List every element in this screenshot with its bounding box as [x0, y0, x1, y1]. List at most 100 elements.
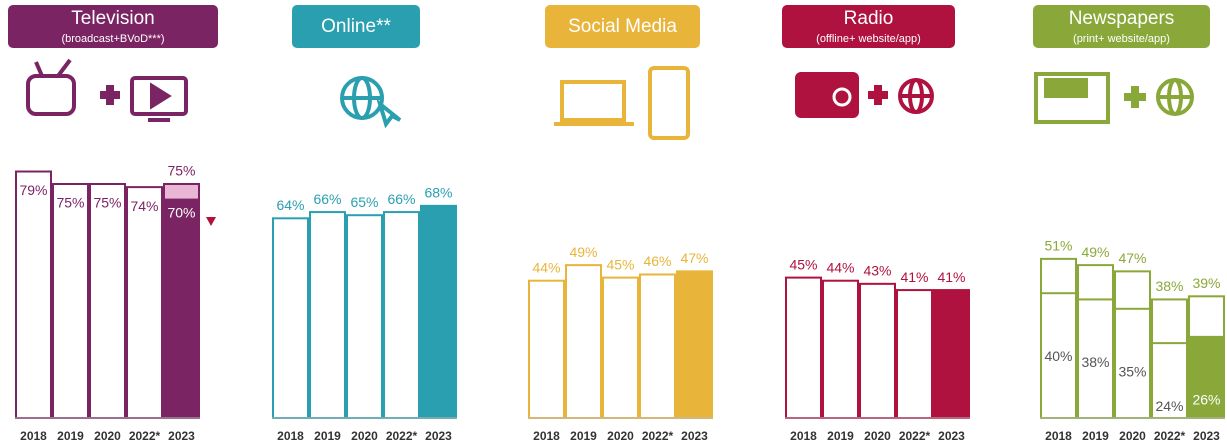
sub-value-label: 35%: [1118, 364, 1146, 380]
value-label: 74%: [130, 198, 158, 214]
value-label: 51%: [1044, 238, 1072, 254]
value-label: 43%: [863, 263, 891, 279]
bar: [383, 211, 420, 419]
header-box: [292, 5, 420, 48]
sub-value-label: 40%: [1044, 348, 1072, 364]
value-label: 44%: [532, 259, 560, 275]
x-tick-label: 2023: [938, 429, 965, 443]
icons: [26, 58, 1194, 226]
header-title: Social Media: [568, 16, 677, 37]
bar: [1114, 270, 1151, 419]
bar: [89, 183, 126, 419]
x-tick-label: 2023: [1193, 429, 1220, 443]
value-label: 45%: [606, 256, 634, 272]
x-tick-label: 2022*: [386, 429, 418, 443]
header-box: [545, 5, 700, 48]
bar: [822, 279, 859, 419]
radio-icon: [795, 72, 934, 118]
sub-value-label: 24%: [1155, 398, 1183, 414]
header-subtitle: (print+ website/app): [1073, 33, 1170, 45]
value-label: 66%: [387, 191, 415, 207]
bar: [1040, 257, 1077, 419]
bar: [420, 204, 457, 419]
value-label: 41%: [900, 269, 928, 285]
bar: [639, 273, 676, 420]
x-tick-label: 2019: [570, 429, 597, 443]
x-tick-label: 2018: [277, 429, 304, 443]
bar: [1077, 264, 1114, 419]
sub-value-label: 70%: [167, 204, 195, 220]
x-tick-label: 2019: [827, 429, 854, 443]
bar: [933, 289, 970, 419]
value-label: 49%: [569, 244, 597, 260]
header-title: Radio: [844, 8, 894, 29]
value-label: 75%: [56, 195, 84, 211]
header-subtitle: (broadcast+BVoD***): [61, 33, 164, 45]
x-tick-label: 2020: [94, 429, 121, 443]
value-label: 68%: [424, 185, 452, 201]
bar: [859, 282, 896, 419]
header-subtitle: (offline+ website/app): [816, 33, 921, 45]
value-label: 45%: [789, 256, 817, 272]
bar: [528, 279, 565, 419]
value-label: 38%: [1155, 278, 1183, 294]
bar: [565, 264, 602, 419]
x-tick-label: 2023: [681, 429, 708, 443]
bar: [272, 217, 309, 419]
x-tick-label: 2019: [57, 429, 84, 443]
x-tick-label: 2018: [533, 429, 560, 443]
sub-value-label: 26%: [1192, 392, 1220, 408]
x-tick-label: 2019: [1082, 429, 1109, 443]
value-label: 79%: [19, 182, 47, 198]
bar: [346, 214, 383, 419]
header-box: [782, 5, 955, 48]
header-box: [8, 5, 218, 48]
x-tick-label: 2022*: [899, 429, 931, 443]
value-label: 39%: [1192, 275, 1220, 291]
value-label: 49%: [1081, 244, 1109, 260]
tv-icon: [26, 58, 188, 122]
value-label: 65%: [350, 194, 378, 210]
value-label: 47%: [680, 250, 708, 266]
sub-value-label: 38%: [1081, 354, 1109, 370]
value-label: 64%: [276, 197, 304, 213]
value-label: 66%: [313, 191, 341, 207]
value-label: 41%: [937, 269, 965, 285]
x-tick-label: 2018: [20, 429, 47, 443]
x-tick-label: 2020: [351, 429, 378, 443]
bar: [309, 211, 346, 419]
x-tick-label: 2020: [1119, 429, 1146, 443]
value-label: 44%: [826, 259, 854, 275]
online-icon: [340, 76, 402, 129]
bar: [52, 183, 89, 419]
header-title: Newspapers: [1069, 8, 1175, 29]
bar: [785, 276, 822, 419]
bar: [126, 186, 163, 419]
sub-bar: [1188, 335, 1225, 420]
bar: [602, 276, 639, 419]
bar: [896, 289, 933, 419]
x-tick-label: 2023: [168, 429, 195, 443]
header-title: Online**: [321, 16, 391, 37]
header-title: Television: [71, 8, 154, 29]
value-label: 46%: [643, 253, 671, 269]
x-tick-label: 2022*: [129, 429, 161, 443]
x-tick-label: 2022*: [1154, 429, 1186, 443]
x-tick-label: 2018: [790, 429, 817, 443]
x-tick-label: 2019: [314, 429, 341, 443]
x-tick-label: 2018: [1045, 429, 1072, 443]
x-tick-label: 2020: [607, 429, 634, 443]
x-tick-label: 2023: [425, 429, 452, 443]
value-label: 75%: [93, 195, 121, 211]
x-tick-label: 2020: [864, 429, 891, 443]
x-tick-label: 2022*: [642, 429, 674, 443]
sub-bar: [163, 198, 200, 419]
bar: [676, 270, 713, 419]
social-icon: [554, 66, 690, 140]
value-label: 75%: [167, 163, 195, 179]
value-label: 47%: [1118, 250, 1146, 266]
bar: [15, 170, 52, 419]
newspaper-icon: [1034, 72, 1194, 124]
header-box: [1033, 5, 1210, 48]
